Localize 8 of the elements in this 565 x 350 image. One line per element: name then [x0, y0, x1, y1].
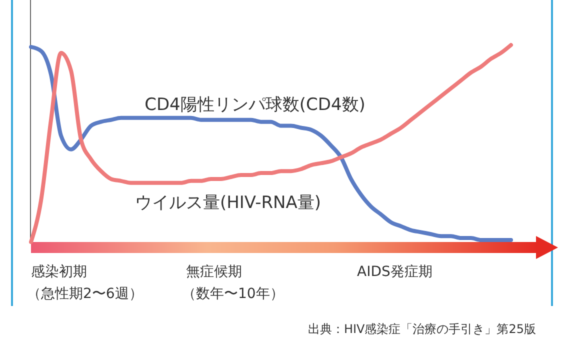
- source-note: 出典：HIV感染症「治療の手引き」第25版: [308, 322, 536, 336]
- text: （数年〜10年）: [182, 286, 284, 302]
- series-label: CD4陽性リンパ球数(CD4数): [144, 95, 366, 115]
- text: AIDS発症期: [357, 264, 432, 280]
- series-label: ウイルス量(HIV-RNA量): [135, 193, 321, 213]
- text: 感染初期: [31, 264, 87, 280]
- text: 無症候期: [186, 264, 242, 280]
- text: （急性期2〜6週）: [27, 286, 143, 302]
